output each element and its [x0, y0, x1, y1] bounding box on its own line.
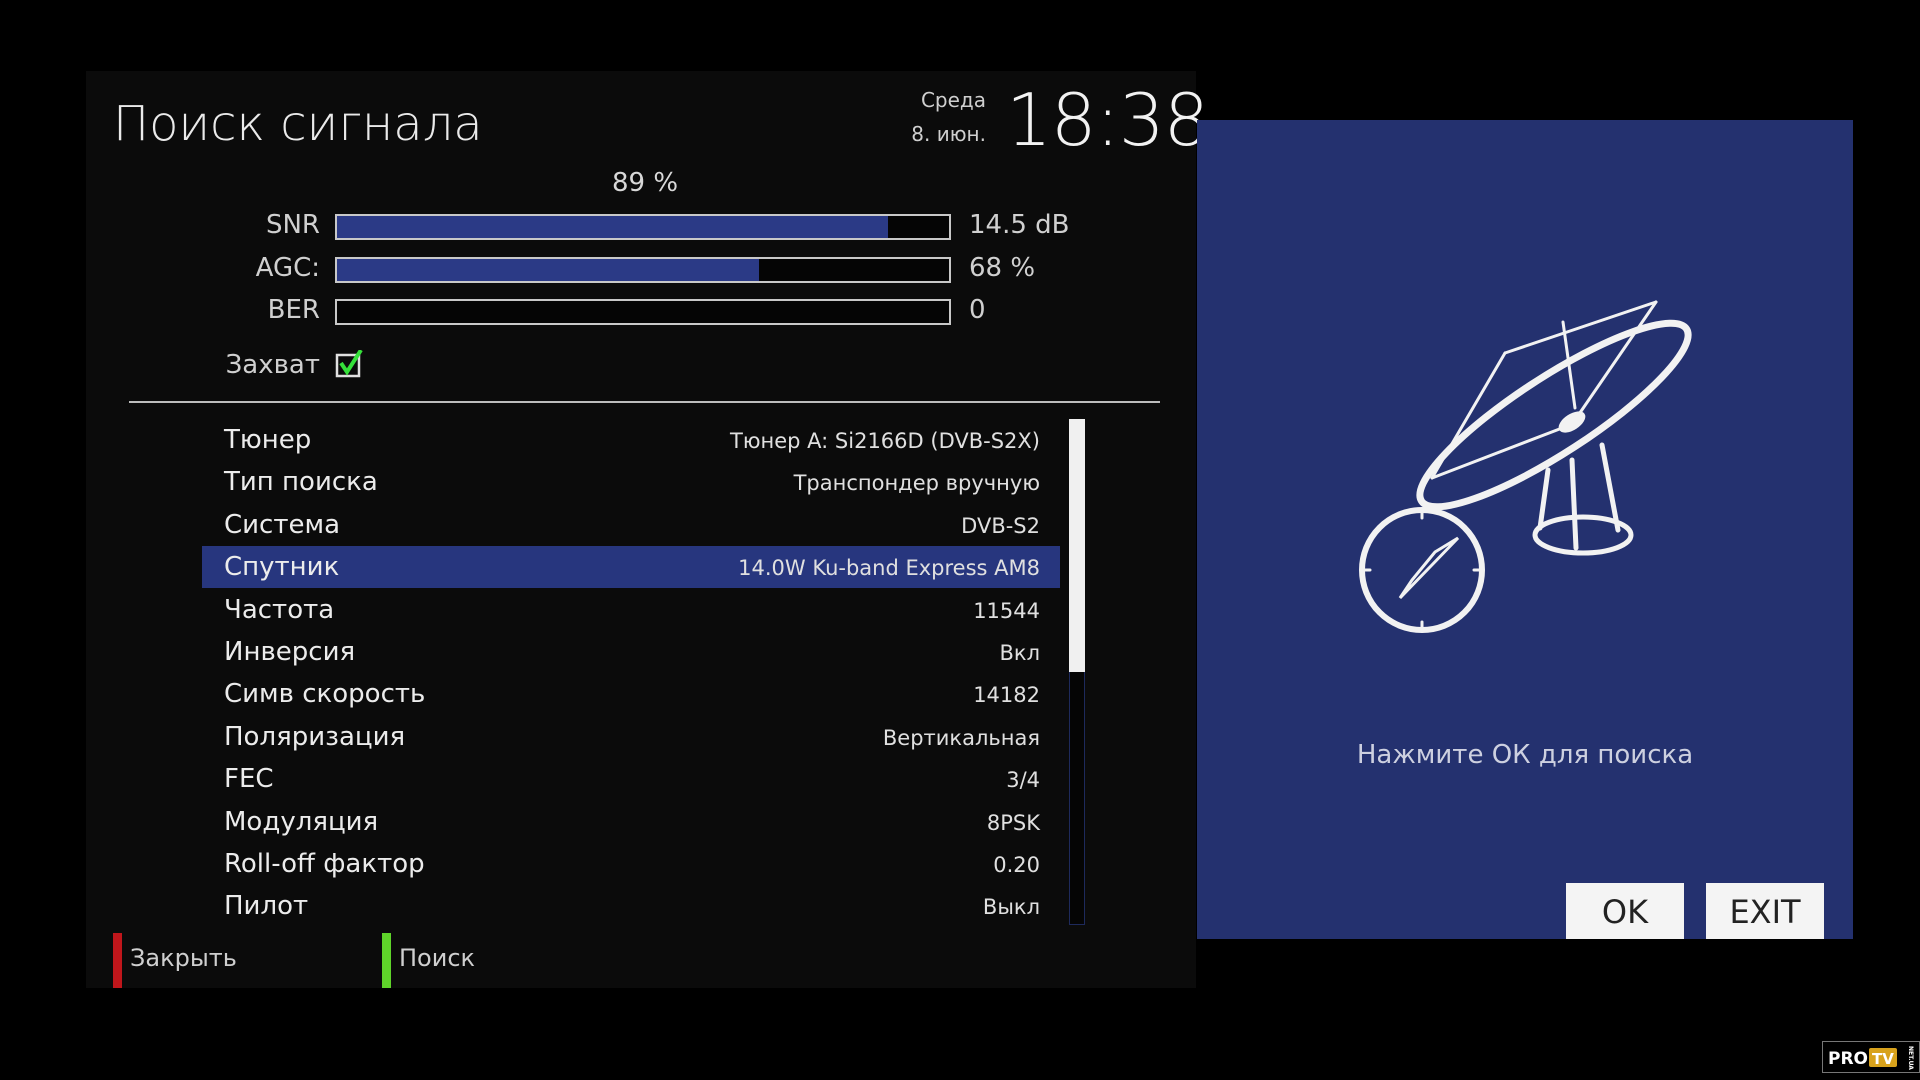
- satellite-dish-compass-icon: [1359, 300, 1692, 633]
- page-title: Поиск сигнала: [113, 96, 483, 152]
- snr-value: 14.5 dB: [969, 210, 1070, 240]
- setting-value: DVB-S2: [961, 513, 1040, 538]
- setting-label: FEC: [224, 764, 274, 795]
- setting-value: Выкл: [982, 895, 1040, 920]
- settings-row[interactable]: Частота 11544: [202, 589, 1060, 631]
- protv-logo-icon: PRO TV NET.UA: [1828, 1046, 1914, 1070]
- close-button[interactable]: Закрыть: [130, 944, 237, 972]
- setting-label: Пилот: [224, 891, 309, 922]
- weekday: Среда: [920, 88, 986, 112]
- red-key-indicator: [113, 933, 122, 988]
- setting-label: Модуляция: [224, 806, 379, 837]
- divider: [129, 401, 1160, 403]
- green-key-indicator: [382, 933, 391, 988]
- ber-bar: [335, 299, 951, 325]
- settings-row[interactable]: FEC 3/4: [202, 758, 1060, 800]
- settings-row[interactable]: Система DVB-S2: [202, 504, 1060, 546]
- ber-label: BER: [267, 295, 320, 325]
- setting-label: Roll-off фактор: [224, 849, 425, 879]
- settings-row[interactable]: Инверсия Вкл: [202, 631, 1060, 673]
- setting-label: Частота: [224, 594, 335, 625]
- watermark-logo: PRO TV NET.UA: [1822, 1041, 1920, 1073]
- lock-checkbox-icon: [335, 350, 363, 378]
- snr-label: SNR: [265, 210, 320, 240]
- setting-value: Транспондер вручную: [793, 471, 1040, 496]
- settings-row[interactable]: Поляризация Вертикальная: [202, 716, 1060, 758]
- setting-value: 14182: [973, 683, 1040, 708]
- setting-value: 0.20: [993, 853, 1040, 877]
- clock: 18:38: [1006, 78, 1209, 162]
- ok-button[interactable]: OK: [1566, 883, 1684, 939]
- setting-label: Симв скорость: [224, 679, 426, 710]
- signal-quality: 89 %: [611, 168, 679, 198]
- date: 8. июн.: [911, 122, 986, 146]
- setting-label: Спутник: [224, 552, 340, 583]
- settings-row[interactable]: Тип поиска Транспондер вручную: [202, 461, 1060, 503]
- settings-row[interactable]: Спутник 14.0W Ku-band Express AM8: [202, 546, 1060, 589]
- setting-value: 11544: [973, 598, 1040, 623]
- setting-label: Инверсия: [224, 637, 356, 667]
- agc-label: AGC:: [255, 253, 320, 283]
- svg-text:TV: TV: [1872, 1050, 1894, 1068]
- scrollbar-thumb[interactable]: [1069, 419, 1085, 672]
- setting-label: Поляризация: [224, 721, 406, 752]
- lock-label: Захват: [225, 350, 320, 380]
- setting-value: 14.0W Ku-band Express AM8: [738, 556, 1040, 581]
- setting-label: Тип поиска: [224, 467, 378, 498]
- setting-value: Тюнер A: Si2166D (DVB-S2X): [730, 429, 1040, 453]
- setting-value: 3/4: [1006, 768, 1040, 793]
- setting-label: Тюнер: [224, 425, 312, 455]
- snr-bar: [335, 214, 951, 240]
- svg-text:PRO: PRO: [1828, 1049, 1868, 1069]
- setting-value: 8PSK: [986, 810, 1040, 835]
- search-hint: Нажмите ОК для поиска: [1356, 740, 1694, 770]
- ber-value: 0: [969, 295, 986, 325]
- exit-button[interactable]: EXIT: [1706, 883, 1824, 939]
- settings-row[interactable]: Модуляция 8PSK: [202, 801, 1060, 843]
- search-button[interactable]: Поиск: [399, 944, 476, 972]
- settings-row[interactable]: Roll-off фактор 0.20: [202, 843, 1060, 885]
- settings-row[interactable]: Симв скорость 14182: [202, 673, 1060, 715]
- svg-text:NET.UA: NET.UA: [1907, 1046, 1914, 1070]
- setting-label: Система: [224, 509, 341, 540]
- search-dialog: [1197, 120, 1853, 939]
- settings-row[interactable]: Тюнер Тюнер A: Si2166D (DVB-S2X): [202, 419, 1060, 461]
- agc-bar-fill: [337, 259, 760, 281]
- agc-bar: [335, 257, 951, 283]
- setting-value: Вертикальная: [882, 725, 1040, 750]
- setting-value: Вкл: [999, 641, 1040, 665]
- settings-row[interactable]: Пилот Выкл: [202, 885, 1060, 927]
- snr-bar-fill: [337, 216, 888, 238]
- agc-value: 68 %: [969, 253, 1036, 283]
